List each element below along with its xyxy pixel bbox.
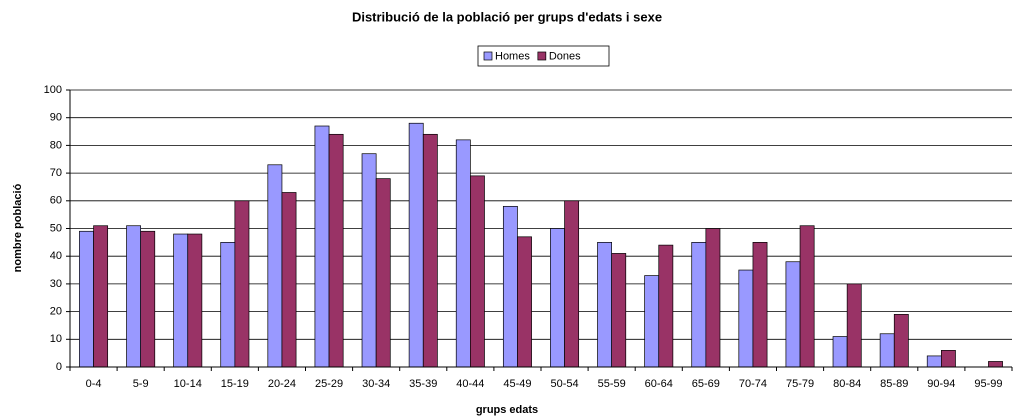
bar xyxy=(658,244,674,368)
y-axis-title: nombre població xyxy=(12,183,24,272)
y-tick-label: 20 xyxy=(50,306,62,318)
bar xyxy=(705,228,721,368)
bar xyxy=(879,333,895,368)
x-tick-label: 95-99 xyxy=(974,378,1002,390)
bar xyxy=(550,228,565,368)
y-tick-label: 100 xyxy=(44,84,62,96)
bar xyxy=(799,225,815,368)
bar xyxy=(126,225,141,368)
bar xyxy=(140,230,156,368)
bar xyxy=(691,242,707,368)
x-tick-label: 65-69 xyxy=(692,378,720,390)
y-tick-label: 70 xyxy=(50,167,62,179)
y-tick-label: 50 xyxy=(50,222,62,234)
y-tick-label: 90 xyxy=(50,112,62,124)
x-tick-label: 60-64 xyxy=(645,378,673,390)
y-tick-label: 60 xyxy=(50,195,62,207)
bar xyxy=(361,153,377,368)
bar xyxy=(328,133,344,368)
y-tick-label: 80 xyxy=(50,139,62,151)
bar xyxy=(611,253,627,368)
x-tick-label: 90-94 xyxy=(927,378,955,390)
bar xyxy=(187,233,203,368)
bar xyxy=(220,242,236,368)
bar xyxy=(173,233,189,368)
x-tick-label: 85-89 xyxy=(880,378,908,390)
chart-title: Distribució de la població per grups d'e… xyxy=(352,9,662,24)
x-tick-label: 70-74 xyxy=(739,378,767,390)
x-tick-label: 80-84 xyxy=(833,378,861,390)
bar xyxy=(988,361,1003,368)
x-tick-label: 55-59 xyxy=(598,378,626,390)
bar xyxy=(455,139,471,368)
bar xyxy=(422,133,438,368)
bar xyxy=(93,225,109,368)
bar xyxy=(375,178,391,368)
y-tick-label: 30 xyxy=(50,278,62,290)
x-tick-label: 45-49 xyxy=(503,378,531,390)
bar xyxy=(785,261,801,368)
x-tick-label: 30-34 xyxy=(362,378,390,390)
x-tick-label: 5-9 xyxy=(133,378,149,390)
x-axis-title: grups edats xyxy=(476,404,538,416)
x-tick-label: 50-54 xyxy=(550,378,578,390)
bar xyxy=(597,242,613,368)
x-tick-label: 10-14 xyxy=(174,378,202,390)
x-tick-label: 15-19 xyxy=(221,378,249,390)
bar xyxy=(234,200,250,368)
bar xyxy=(738,269,754,368)
bar xyxy=(408,122,424,368)
y-tick-label: 0 xyxy=(56,361,62,373)
bar xyxy=(832,336,848,368)
bar xyxy=(926,355,942,368)
bar xyxy=(502,205,518,368)
bar xyxy=(281,192,297,368)
legend-label: Homes xyxy=(495,50,530,62)
legend-swatch xyxy=(537,51,547,61)
bar xyxy=(846,283,862,368)
x-tick-label: 0-4 xyxy=(86,378,102,390)
y-tick-label: 10 xyxy=(50,333,62,345)
y-tick-label: 40 xyxy=(50,250,62,262)
bar xyxy=(314,125,330,368)
bar xyxy=(893,314,909,368)
bar xyxy=(752,242,768,368)
x-tick-label: 40-44 xyxy=(456,378,484,390)
x-tick-label: 25-29 xyxy=(315,378,343,390)
bar xyxy=(644,275,660,368)
bar xyxy=(517,236,532,368)
bar xyxy=(470,175,485,368)
x-tick-label: 35-39 xyxy=(409,378,437,390)
x-tick-label: 20-24 xyxy=(268,378,296,390)
bar xyxy=(79,230,94,368)
x-tick-label: 75-79 xyxy=(786,378,814,390)
bar xyxy=(267,164,283,368)
legend-swatch xyxy=(483,51,493,61)
legend-label: Dones xyxy=(549,50,581,62)
bar xyxy=(564,200,580,368)
bar xyxy=(940,350,956,368)
